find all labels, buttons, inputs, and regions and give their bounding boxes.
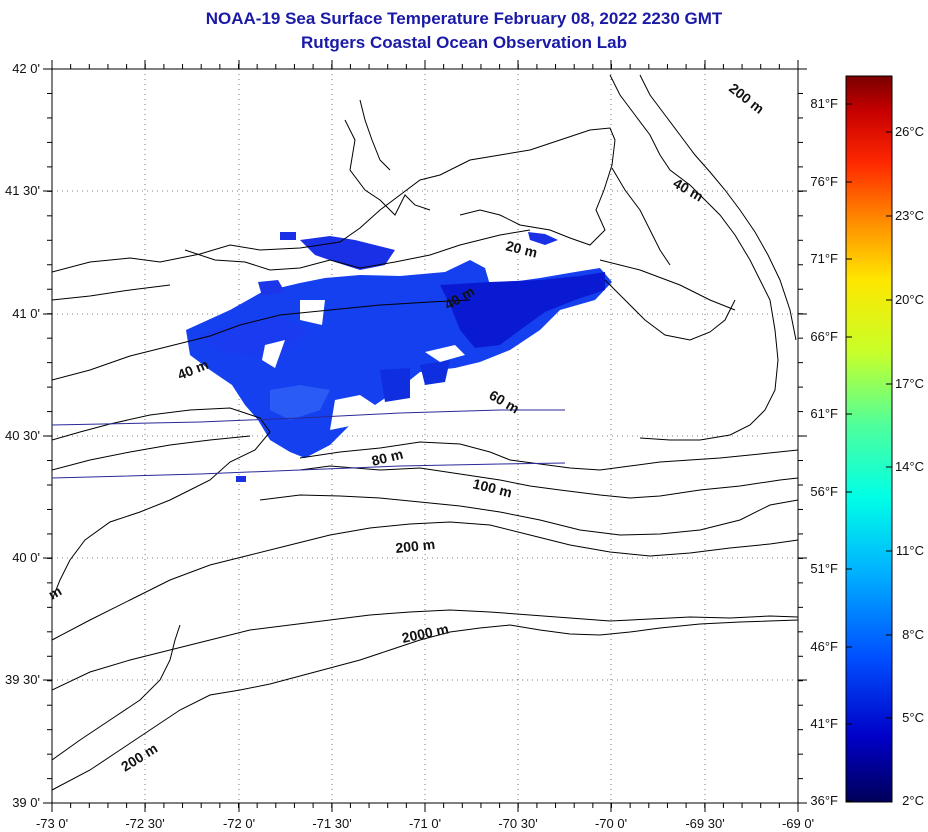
latitude-labels: 42 0' 41 30' 41 0' 40 30' 40 0' 39 30' 3…: [5, 61, 40, 810]
lon-label: -72 30': [125, 816, 164, 831]
colorbar-c-label: 8°C: [902, 627, 924, 642]
lat-label: 39 0': [12, 795, 40, 810]
contour-label: 80 m: [370, 446, 405, 469]
lat-label: 41 30': [5, 183, 40, 198]
colorbar-fahrenheit-labels: 81°F 76°F 71°F 66°F 61°F 56°F 51°F 46°F …: [810, 96, 838, 808]
lat-label: 39 30': [5, 672, 40, 687]
lon-label: -70 30': [498, 816, 537, 831]
lon-label: -69 30': [685, 816, 724, 831]
lat-label: 41 0': [12, 306, 40, 321]
colorbar-f-label: 81°F: [810, 96, 838, 111]
colorbar-c-label: 20°C: [895, 292, 924, 307]
colorbar-ticks: [846, 103, 892, 802]
lon-label: -71 0': [409, 816, 441, 831]
colorbar-f-label: 61°F: [810, 406, 838, 421]
lon-label: -70 0': [595, 816, 627, 831]
lat-label: 40 30': [5, 428, 40, 443]
lat-label: 42 0': [12, 61, 40, 76]
colorbar-f-label: 51°F: [810, 561, 838, 576]
sst-data: [186, 232, 612, 482]
longitude-labels: -73 0' -72 30' -72 0' -71 30' -71 0' -70…: [36, 816, 814, 831]
lat-label: 40 0': [12, 550, 40, 565]
colorbar-c-label: 14°C: [895, 459, 924, 474]
colorbar-c-label: 23°C: [895, 208, 924, 223]
contour-label: 20 m: [504, 237, 539, 260]
colorbar-celsius-labels: 26°C 23°C 20°C 17°C 14°C 11°C 8°C 5°C 2°…: [895, 124, 924, 808]
contour-label: 200 m: [395, 536, 436, 556]
colorbar-f-label: 56°F: [810, 484, 838, 499]
colorbar-f-label: 36°F: [810, 793, 838, 808]
colorbar-f-label: 41°F: [810, 716, 838, 731]
minor-ticks: [47, 64, 803, 808]
map-title: NOAA-19 Sea Surface Temperature February…: [205, 9, 723, 28]
colorbar-c-label: 17°C: [895, 376, 924, 391]
colorbar-c-label: 5°C: [902, 710, 924, 725]
colorbar-f-label: 76°F: [810, 174, 838, 189]
lon-label: -71 30': [312, 816, 351, 831]
lon-label: -73 0': [36, 816, 68, 831]
colorbar-f-label: 46°F: [810, 639, 838, 654]
map-frame: [51, 68, 799, 804]
colorbar-f-label: 71°F: [810, 251, 838, 266]
colorbar-c-label: 11°C: [896, 543, 924, 558]
colorbar-c-label: 26°C: [895, 124, 924, 139]
colorbar-c-label: 2°C: [902, 793, 924, 808]
map-subtitle: Rutgers Coastal Ocean Observation Lab: [301, 33, 627, 52]
colorbar-f-label: 66°F: [810, 329, 838, 344]
lon-label: -72 0': [223, 816, 255, 831]
coastline-and-bathymetry: [52, 74, 798, 791]
colorbar: [845, 75, 893, 803]
lon-label: -69 0': [782, 816, 814, 831]
